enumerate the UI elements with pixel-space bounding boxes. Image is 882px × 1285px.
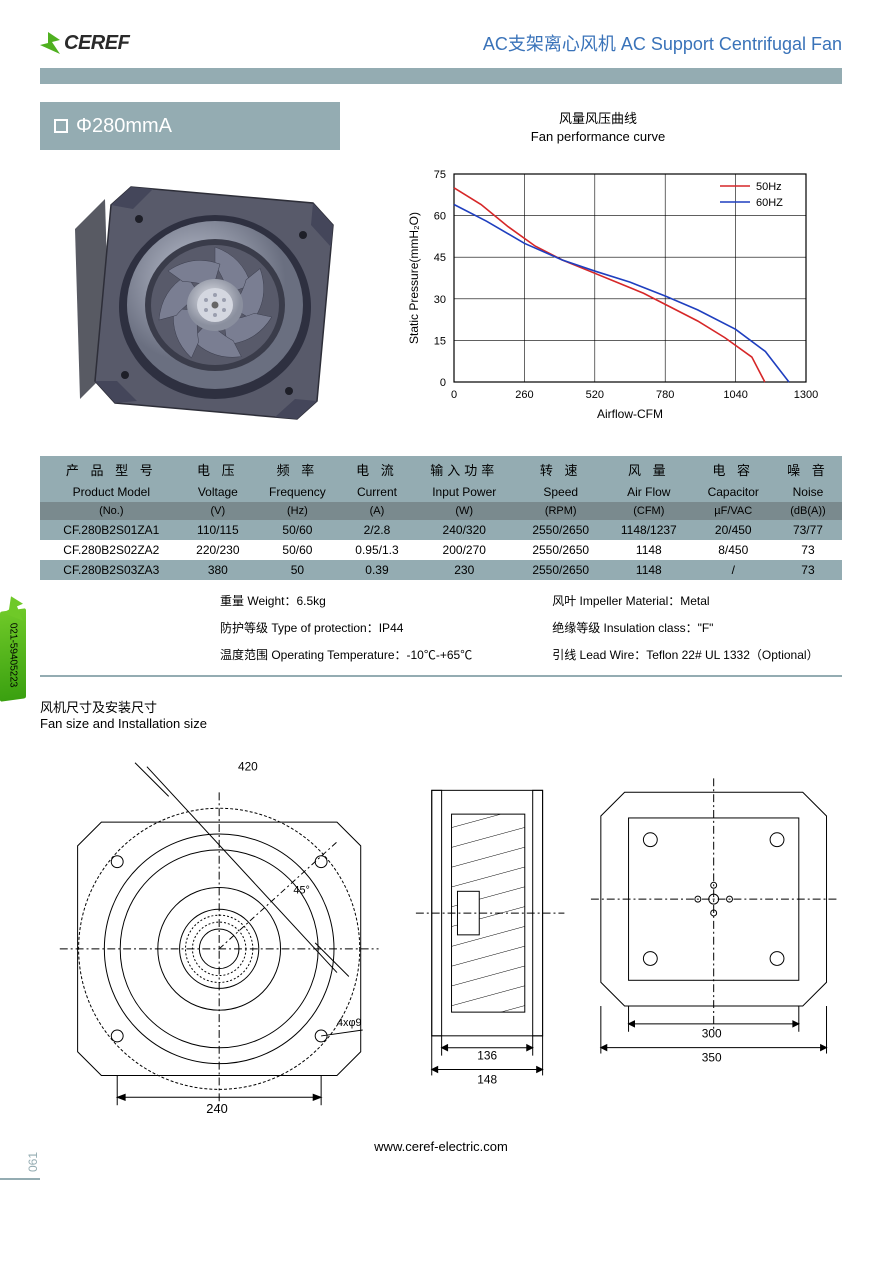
svg-text:Static Pressure(mmH₂O): Static Pressure(mmH₂O) bbox=[407, 212, 421, 344]
svg-text:240: 240 bbox=[206, 1101, 227, 1116]
svg-text:50Hz: 50Hz bbox=[756, 181, 782, 193]
svg-text:260: 260 bbox=[515, 389, 533, 401]
chart-title: 风量风压曲线 Fan performance curve bbox=[354, 102, 842, 150]
page-category: AC支架离心风机 AC Support Centrifugal Fan bbox=[483, 30, 842, 56]
page-number: 061 bbox=[0, 1152, 40, 1180]
brand-name: CEREF bbox=[64, 32, 129, 55]
svg-text:0: 0 bbox=[440, 377, 446, 389]
brand-logo: CEREF bbox=[40, 32, 129, 55]
svg-text:45: 45 bbox=[434, 252, 446, 264]
svg-text:15: 15 bbox=[434, 335, 446, 347]
svg-text:420: 420 bbox=[238, 760, 258, 774]
drawing-side: 136 148 bbox=[406, 741, 574, 1101]
tech-drawings: 420 bbox=[40, 741, 842, 1121]
product-render bbox=[40, 164, 370, 444]
checkbox-icon bbox=[54, 119, 68, 133]
svg-text:1300: 1300 bbox=[794, 389, 818, 401]
svg-text:350: 350 bbox=[701, 1050, 721, 1064]
svg-text:60: 60 bbox=[434, 211, 446, 223]
header-bar bbox=[40, 68, 842, 84]
side-phone-badge: 021-59405223 bbox=[0, 608, 26, 702]
logo-bolt-icon bbox=[40, 32, 60, 54]
svg-text:520: 520 bbox=[586, 389, 604, 401]
performance-chart: 0 260 520 780 1040 1300 0 15 30 45 60 75 Static Pres… bbox=[400, 164, 842, 424]
svg-text:1040: 1040 bbox=[723, 389, 747, 401]
svg-text:0: 0 bbox=[451, 389, 457, 401]
svg-text:300: 300 bbox=[701, 1027, 721, 1041]
table-row: CF.280B2S01ZA1110/11550/602/2.8240/32025… bbox=[40, 520, 842, 540]
drawing-back: 300 350 bbox=[585, 741, 842, 1081]
drawing-title: 风机尺寸及安装尺寸 Fan size and Installation size bbox=[40, 697, 842, 731]
svg-text:780: 780 bbox=[656, 389, 674, 401]
svg-text:136: 136 bbox=[478, 1049, 498, 1063]
svg-text:60HZ: 60HZ bbox=[756, 197, 783, 209]
drawing-front: 420 bbox=[40, 741, 396, 1121]
svg-text:Airflow-CFM: Airflow-CFM bbox=[597, 407, 663, 421]
footer-url: www.ceref-electric.com bbox=[40, 1139, 842, 1154]
model-title: Φ280mmA bbox=[40, 102, 340, 150]
spec-notes: 重量 Weight：6.5kg防护等级 Type of protection：I… bbox=[40, 580, 842, 677]
svg-text:148: 148 bbox=[478, 1072, 498, 1086]
spec-table: 产 品 型 号电 压频 率电 流输入功率转 速风 量电 容噪 音 Product… bbox=[40, 456, 842, 580]
svg-text:75: 75 bbox=[434, 169, 446, 181]
table-row: CF.280B2S02ZA2220/23050/600.95/1.3200/27… bbox=[40, 540, 842, 560]
svg-text:45°: 45° bbox=[293, 884, 309, 896]
svg-text:30: 30 bbox=[434, 294, 446, 306]
svg-text:4xφ9: 4xφ9 bbox=[337, 1017, 362, 1029]
table-row: CF.280B2S03ZA3380500.392302550/26501148/… bbox=[40, 560, 842, 580]
